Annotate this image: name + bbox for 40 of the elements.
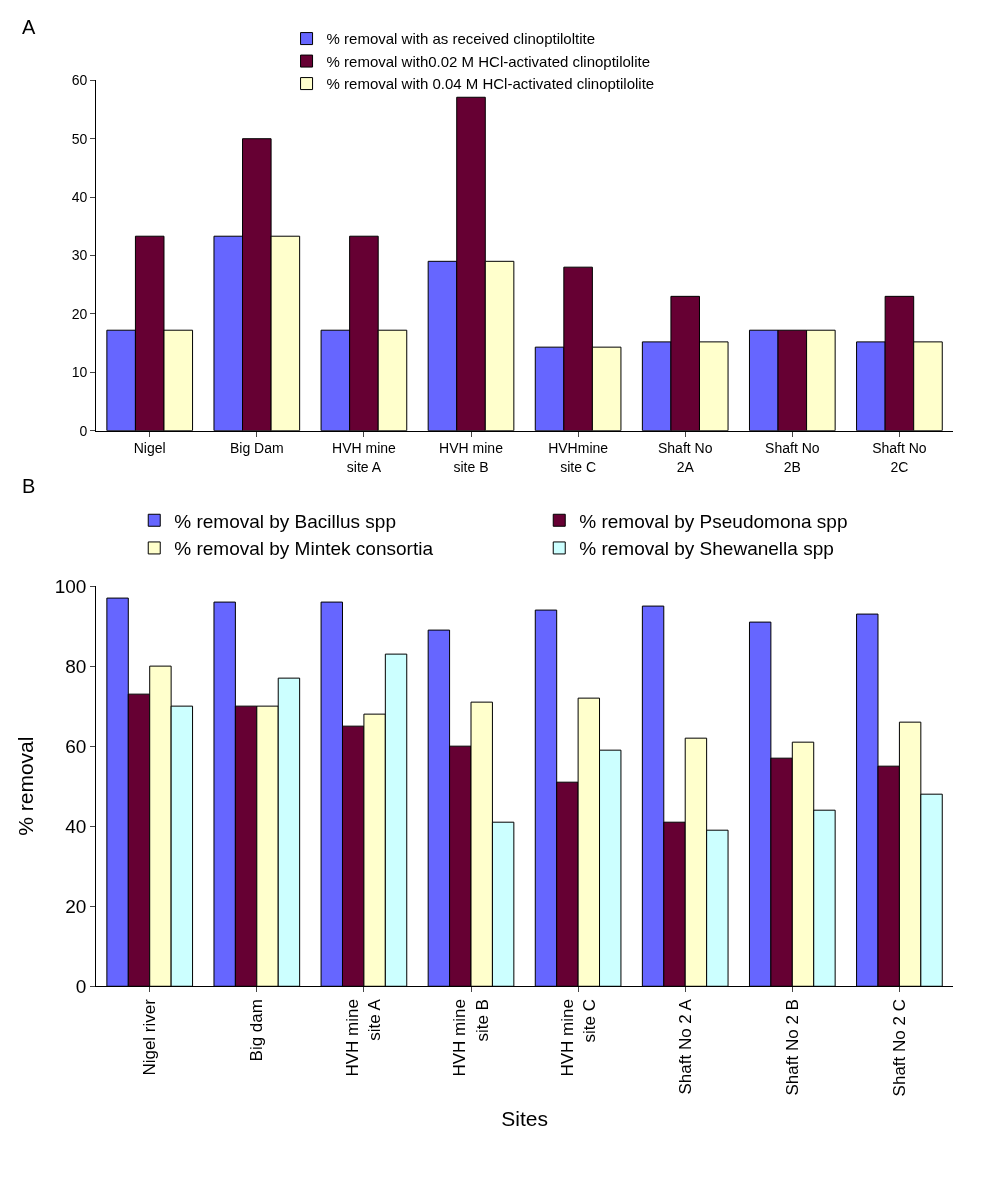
text: A — [22, 16, 36, 38]
x-tick-label: Shaft No 2C — [872, 440, 927, 475]
y-axis-title: % removal — [13, 736, 37, 836]
x-tick-label: Nigel river — [140, 998, 160, 1076]
legend-label: % removal with as received clinoptiloltite — [326, 30, 596, 48]
x-tick-label: Shaft No 2 A — [675, 998, 695, 1095]
x-tick-label: HVH mine site A — [332, 440, 397, 475]
x-tick-label: HVH mine site B — [450, 999, 492, 1077]
x-tick-label: HVH mine site C — [557, 999, 599, 1077]
y-tick-label: 20 — [65, 895, 87, 917]
y-tick-label: 0 — [79, 422, 88, 439]
x-tick-label: HVHmine site C — [548, 440, 609, 475]
x-tick-label: Shaft No 2B — [765, 440, 820, 475]
legend-label: % removal with0.02 M HCl-activated clinoptilolite — [326, 52, 651, 70]
x-tick-label: Big Dam — [229, 440, 284, 457]
x-axis-title: Sites — [501, 1106, 548, 1130]
y-tick-label: 40 — [65, 815, 87, 837]
x-tick-label: Nigel — [133, 440, 166, 457]
legend-label: % removal with 0.04 M HCl-activated clinoptilolite — [326, 75, 655, 93]
y-tick-label: 10 — [71, 364, 88, 381]
legend-label: % removal by Mintek consortia — [174, 538, 434, 560]
x-tick-label: HVH mine site B — [439, 440, 504, 475]
x-tick-label: Shaft No 2 B — [782, 999, 802, 1096]
x-tick-label: Shaft No 2 C — [889, 999, 909, 1097]
legend-label: % removal by Shewanella spp — [579, 538, 834, 560]
text: B — [22, 475, 36, 497]
y-tick-label: 50 — [71, 130, 88, 147]
x-tick-label: Big dam — [247, 999, 267, 1062]
y-tick-label: 40 — [71, 188, 88, 205]
y-tick-label: 30 — [71, 247, 88, 264]
x-tick-label: Shaft No 2A — [657, 440, 713, 475]
y-tick-label: 60 — [65, 735, 87, 757]
y-tick-label: 80 — [65, 655, 87, 677]
y-tick-label: 0 — [75, 975, 87, 997]
legend-label: % removal by Bacillus spp — [174, 510, 397, 532]
y-tick-label: 100 — [54, 575, 87, 597]
y-tick-label: 60 — [71, 72, 88, 89]
x-tick-label: HVH mine site A — [343, 998, 385, 1077]
legend-label: % removal by Pseudomona spp — [579, 510, 848, 532]
y-tick-label: 20 — [71, 305, 88, 322]
